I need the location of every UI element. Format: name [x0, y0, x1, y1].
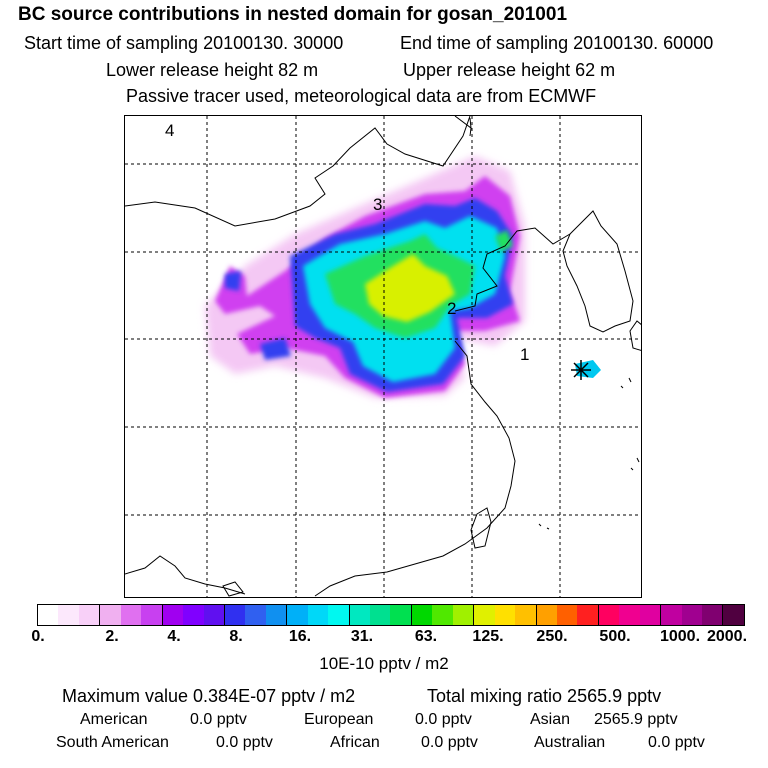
china-northeast-coast: [454, 227, 571, 312]
colorbar-tick-label: 125.: [472, 628, 504, 645]
receptor-blob: [575, 360, 601, 378]
colorbar-swatch: [203, 605, 224, 625]
australian-value: 0.0 pptv: [648, 734, 705, 751]
plume-layer-yellow: [365, 254, 455, 322]
colorbar-tick-label: 2.: [105, 628, 119, 645]
start-time-label: Start time of sampling 20100130. 30000: [24, 33, 344, 53]
china-east-coast: [314, 340, 516, 597]
colorbar-swatch: [370, 605, 391, 625]
colorbar-swatch: [432, 605, 453, 625]
southern-coast-west: [125, 555, 246, 595]
region-label-2: 2: [447, 299, 456, 318]
colorbar-swatch: [577, 605, 598, 625]
colorbar-tick-label: 4.: [167, 628, 181, 645]
african-value: 0.0 pptv: [421, 734, 478, 751]
asian-value: 2565.9 pptv: [594, 711, 678, 728]
japan-kyushu: [629, 320, 641, 351]
colorbar-tick-label: 250.: [536, 628, 568, 645]
colorbar-swatch: [660, 605, 682, 625]
american-value: 0.0 pptv: [190, 711, 247, 728]
colorbar-swatch: [245, 605, 266, 625]
page-title: BC source contributions in nested domain…: [18, 4, 568, 25]
ryukyu-islands: [538, 377, 640, 530]
colorbar-units: 10E-10 pptv / m2: [319, 654, 449, 673]
hainan-island: [222, 581, 244, 597]
australian-label: Australian: [534, 734, 606, 751]
colorbar-swatch: [348, 605, 370, 625]
mongolia-border-east: [454, 116, 472, 137]
mongolia-border: [125, 116, 471, 227]
korea-peninsula: [562, 210, 634, 333]
colorbar-tick-label: 8.: [229, 628, 243, 645]
colorbar-swatch: [183, 605, 204, 625]
colorbar-swatch: [410, 605, 433, 625]
european-label: European: [304, 711, 374, 728]
colorbar-swatch: [58, 605, 79, 625]
colorbar-tick-label: 31.: [350, 628, 374, 645]
colorbar-swatch: [223, 605, 246, 625]
colorbar-swatch: [597, 605, 620, 625]
map-panel: 4 3 2 1: [124, 115, 642, 598]
colorbar-swatch: [286, 605, 308, 625]
total-mixing-label: Total mixing ratio 2565.9 pptv: [427, 686, 662, 706]
upper-release-label: Upper release height 62 m: [403, 60, 616, 80]
gridlines: [125, 116, 641, 597]
colorbar-swatch: [38, 605, 59, 625]
colorbar-swatch: [161, 605, 184, 625]
colorbar-swatch: [390, 605, 411, 625]
colorbar-tick-label: 2000.: [706, 628, 748, 645]
star-marker: [571, 360, 591, 380]
colorbar-swatch: [515, 605, 536, 625]
end-time-label: End time of sampling 20100130. 60000: [400, 33, 714, 53]
colorbar-swatch: [702, 605, 723, 625]
region-label-4: 4: [165, 121, 174, 140]
colorbar-tick-label: 16.: [288, 628, 312, 645]
colorbar-swatch: [307, 605, 329, 625]
region-label-3: 3: [373, 195, 382, 214]
colorbar-swatch: [494, 605, 516, 625]
colorbar-tick-label: 1000.: [659, 628, 701, 645]
colorbar-swatch: [78, 605, 100, 625]
colorbar-swatch: [639, 605, 661, 625]
colorbar-swatch: [141, 605, 162, 625]
african-label: African: [330, 734, 380, 751]
south-american-label: South American: [56, 734, 169, 751]
colorbar-tick-label: 63.: [414, 628, 438, 645]
map-canvas: 4 3 2 1: [125, 116, 641, 597]
asian-label: Asian: [530, 711, 571, 728]
region-label-1: 1: [520, 345, 529, 364]
colorbar-swatch: [681, 605, 702, 625]
tracer-note: Passive tracer used, meteorological data…: [126, 86, 597, 106]
colorbar-swatch: [265, 605, 287, 625]
colorbar-swatch: [328, 605, 349, 625]
colorbar-swatch: [556, 605, 578, 625]
colorbar-swatch: [452, 605, 474, 625]
colorbar-swatch: [535, 605, 557, 625]
colorbar-swatch: [473, 605, 495, 625]
colorbar-tick-label: 500.: [599, 628, 631, 645]
colorbar-swatch: [120, 605, 142, 625]
colorbar-tick-label: 0.: [31, 628, 45, 645]
american-label: American: [80, 711, 148, 728]
colorbar-swatch: [619, 605, 640, 625]
lower-release-label: Lower release height 82 m: [106, 60, 319, 80]
taiwan-island: [470, 507, 492, 549]
colorbar-swatch: [722, 605, 744, 625]
max-value-label: Maximum value 0.384E-07 pptv / m2: [62, 686, 356, 706]
colorbar: [37, 604, 745, 626]
european-value: 0.0 pptv: [415, 711, 472, 728]
south-american-value: 0.0 pptv: [216, 734, 273, 751]
tracer-plume: [205, 156, 601, 398]
coastlines: [125, 116, 641, 597]
colorbar-swatch: [99, 605, 121, 625]
